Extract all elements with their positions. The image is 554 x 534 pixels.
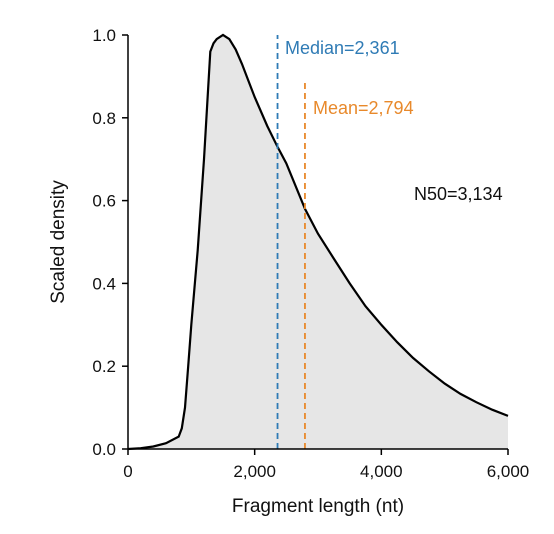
median-label: Median=2,361 <box>285 38 400 58</box>
x-tick-label: 6,000 <box>487 462 530 481</box>
x-tick-label: 2,000 <box>233 462 276 481</box>
mean-label: Mean=2,794 <box>313 98 414 118</box>
y-ticks: 0.0 0.2 0.4 0.6 0.8 1.0 <box>92 26 128 459</box>
y-tick-label: 0.6 <box>92 192 116 211</box>
density-area-fill <box>128 35 508 449</box>
y-tick-label: 0.8 <box>92 109 116 128</box>
n50-label: N50=3,134 <box>414 184 503 204</box>
x-axis: 0 2,000 4,000 6,000 Fragment length (nt) <box>123 448 529 517</box>
density-curve <box>127 33 509 451</box>
x-ticks: 0 2,000 4,000 6,000 <box>123 449 529 481</box>
x-tick-label: 4,000 <box>360 462 403 481</box>
x-tick-label: 0 <box>123 462 132 481</box>
x-axis-title: Fragment length (nt) <box>232 496 404 517</box>
y-tick-label: 1.0 <box>92 26 116 45</box>
plot-area <box>127 33 509 451</box>
y-axis: 0.0 0.2 0.4 0.6 0.8 1.0 Scaled density <box>48 26 129 459</box>
y-tick-label: 0.4 <box>92 274 116 293</box>
y-tick-label: 0.2 <box>92 357 116 376</box>
y-tick-label: 0.0 <box>92 440 116 459</box>
y-axis-title: Scaled density <box>48 180 69 304</box>
